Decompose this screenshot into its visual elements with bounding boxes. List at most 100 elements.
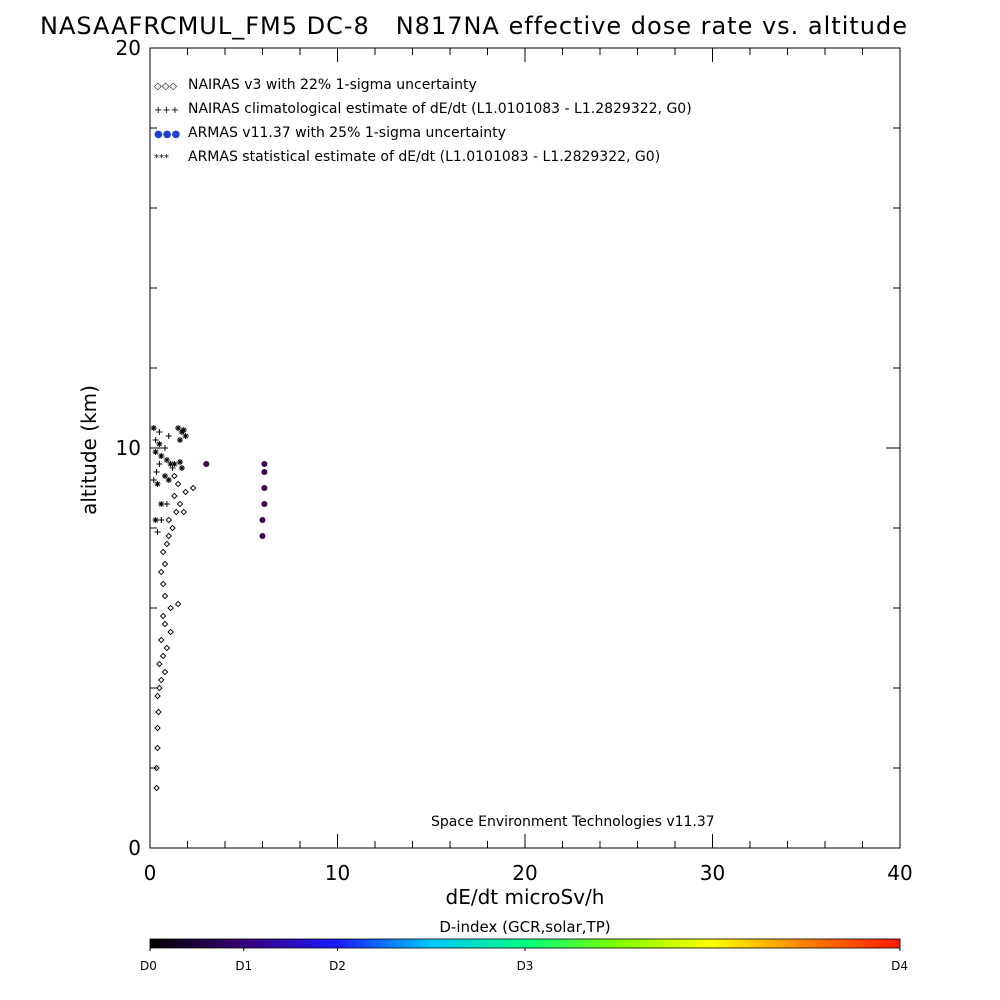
legend-symbol: *** [154,153,169,164]
data-point-dot [203,461,210,467]
data-point-diamond [153,764,160,772]
series-plus [150,429,176,535]
data-point-diamond [165,516,172,524]
data-point-plus [152,437,159,443]
data-point-diamond [154,744,161,752]
data-point-diamond [159,652,167,660]
data-point-plus [158,517,165,523]
x-tick-label: 40 [887,861,912,885]
data-point-diamond [158,676,165,684]
data-point-diamond [159,612,167,620]
x-tick-label: 30 [700,861,725,885]
data-point-asterisk [158,501,165,507]
x-tick-label: 0 [144,861,157,885]
data-point-asterisk [182,433,189,439]
x-tick-label: 20 [512,861,537,885]
data-point-dot [261,469,268,475]
x-tick-label: 10 [325,861,350,885]
colorbar-label: D2 [329,959,346,973]
data-point-diamond [156,684,163,692]
data-point-diamond [189,484,197,492]
data-point-diamond [158,636,165,644]
data-point-plus [153,469,160,475]
data-point-asterisk [175,425,182,431]
data-point-plus [156,429,163,435]
data-point-diamond [161,668,169,676]
series-dot [203,461,268,539]
credit: Space Environment Technologies v11.37 [431,814,715,830]
data-point-asterisk [180,427,187,433]
data-point-diamond [174,480,182,488]
data-point-diamond [176,500,184,508]
legend-symbol: ●●● [154,129,180,140]
chart-title: NASAAFRCMUL_FM5 DC-8 N817NA effective do… [40,12,909,40]
colorbar-label: D1 [235,959,252,973]
legend-symbol: ◇◇◇ [154,81,177,92]
data-point-asterisk [167,461,174,467]
data-point-diamond [158,568,165,576]
data-point-plus [156,461,163,467]
data-point-diamond [165,532,172,540]
data-point-asterisk [177,459,183,465]
data-point-asterisk [178,465,185,471]
data-point-plus [165,433,172,439]
data-point-asterisk [152,517,159,523]
data-point-diamond [159,580,167,588]
colorbar-label: D3 [517,959,534,973]
data-point-asterisk [171,461,178,467]
data-point-plus [163,501,170,507]
data-point-diamond [155,708,162,716]
legend: ◇◇◇ NAIRAS v3 with 22% 1-sigma uncertaint… [154,77,692,165]
legend-symbol: +++ [154,105,179,116]
data-point-asterisk [177,437,183,443]
legend-label: NAIRAS climatological estimate of dE/dt … [188,101,692,117]
data-point-diamond [180,508,187,516]
data-point-diamond [163,644,171,652]
data-point-diamond [154,692,161,700]
data-point-diamond [161,592,169,600]
data-point-diamond [171,472,178,480]
data-point-diamond [154,724,161,732]
y-tick-label: 10 [116,436,141,460]
legend-label: ARMAS statistical estimate of dE/dt (L1.… [188,149,660,165]
data-point-asterisk [163,457,170,463]
data-point-dot [259,517,266,523]
series-asterisk [150,425,189,523]
plot-frame [149,47,901,849]
colorbar: D-index (GCR,solar,TP) D0 D1 D2 D3 D4 [140,918,908,973]
data-point-plus [154,529,161,535]
data-point-diamond [163,540,171,548]
legend-label: ARMAS v11.37 with 25% 1-sigma uncertaint… [188,125,506,141]
y-tick-label: 0 [128,836,141,860]
axes: 0 10 20 30 40 0 10 20 [116,36,913,885]
data-point-dot [261,501,268,507]
data-point-asterisk [162,473,168,479]
y-tick-label: 20 [116,36,141,60]
colorbar-title: D-index (GCR,solar,TP) [439,918,610,936]
data-point-diamond [167,604,174,612]
data-point-diamond [171,492,178,500]
data-point-asterisk [158,453,165,459]
data-point-asterisk [165,477,172,483]
data-point-asterisk [150,425,157,431]
data-point-diamond [156,660,163,668]
data-point-asterisk [156,441,163,447]
colorbar-label: D0 [140,959,157,973]
data-point-diamond [159,548,167,556]
legend-label: NAIRAS v3 with 22% 1-sigma uncertainty [188,77,477,93]
y-axis-label: altitude (km) [77,385,101,515]
data-point-diamond [153,784,160,792]
plot-area [150,425,268,792]
colorbar-strip [149,938,901,949]
data-point-diamond [173,508,180,516]
credit-text: Space Environment Technologies v11.37 [431,814,715,830]
data-point-diamond [167,628,174,636]
data-point-asterisk [152,449,159,455]
data-point-diamond [161,560,169,568]
x-axis-label: dE/dt microSv/h [446,885,605,909]
data-point-dot [261,485,268,491]
data-point-diamond [182,488,189,496]
data-point-asterisk [154,481,161,487]
data-point-dot [261,461,268,467]
